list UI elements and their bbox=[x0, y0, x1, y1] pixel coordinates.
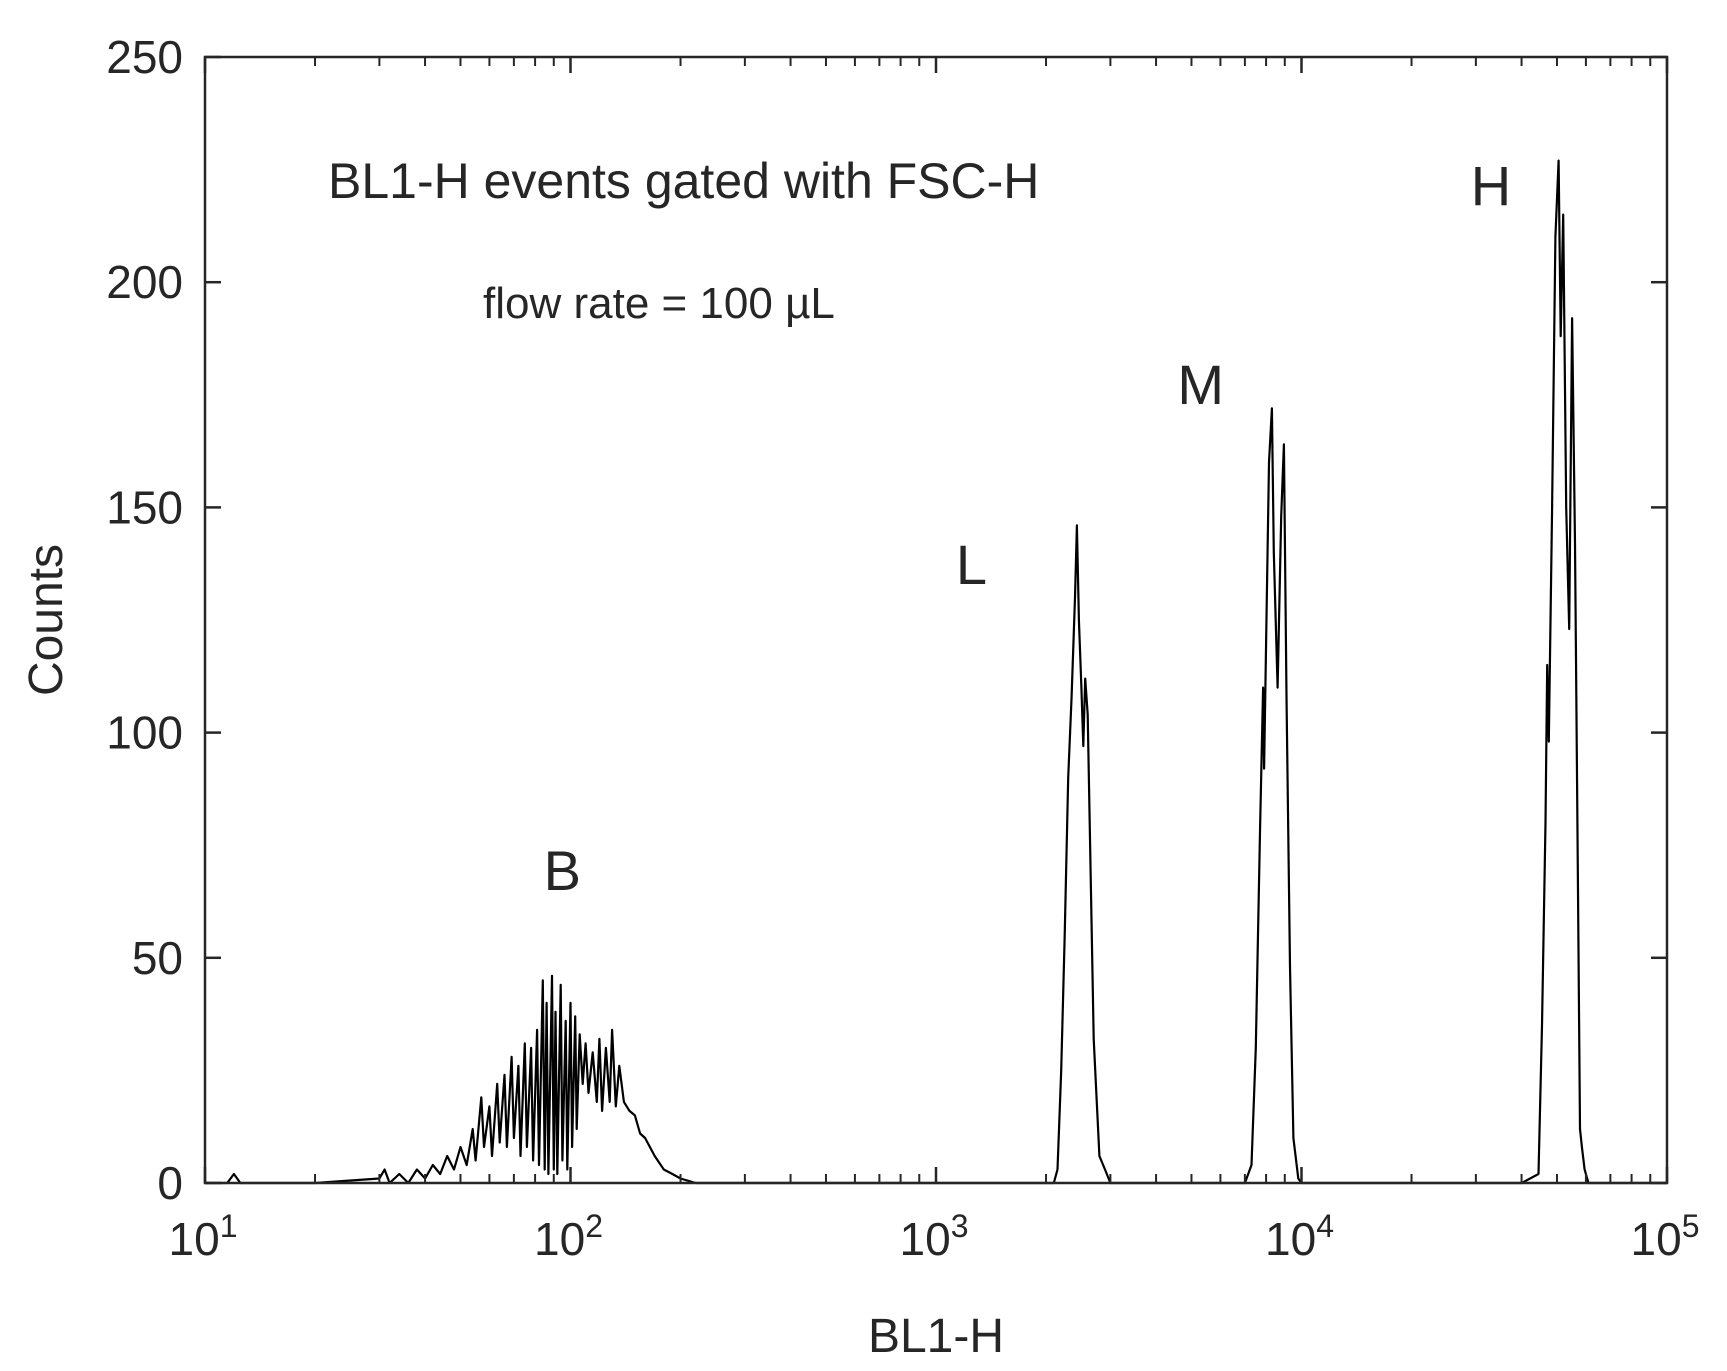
annotation-title: BL1-H events gated with FSC-H bbox=[328, 153, 1039, 209]
y-tick-label: 0 bbox=[157, 1157, 183, 1209]
peak-labels: B L M H bbox=[544, 155, 1512, 903]
y-axis-ticks: 0 50 100 150 200 250 bbox=[106, 31, 1667, 1209]
annotation-flow-rate: flow rate = 100 µL bbox=[483, 279, 835, 328]
y-tick-label: 200 bbox=[106, 256, 183, 308]
peak-label-M: M bbox=[1177, 353, 1224, 416]
y-axis-label: Counts bbox=[20, 544, 73, 696]
plot-area bbox=[205, 57, 1667, 1183]
x-tick-label: 104 bbox=[1265, 1208, 1334, 1265]
x-tick-label: 103 bbox=[900, 1208, 969, 1265]
y-tick-label: 100 bbox=[106, 707, 183, 759]
peak-label-H: H bbox=[1471, 155, 1511, 218]
series-line-0 bbox=[205, 159, 1667, 1185]
x-tick-label: 102 bbox=[534, 1208, 603, 1265]
series-group bbox=[205, 159, 1667, 1185]
y-tick-label: 50 bbox=[132, 932, 183, 984]
x-axis-label: BL1-H bbox=[868, 1310, 1004, 1363]
plot-frame bbox=[203, 55, 1669, 1185]
x-tick-label: 105 bbox=[1631, 1208, 1700, 1265]
peak-label-B: B bbox=[544, 839, 581, 902]
y-tick-label: 250 bbox=[106, 31, 183, 83]
peak-label-L: L bbox=[956, 533, 987, 596]
x-tick-label: 101 bbox=[169, 1208, 238, 1265]
y-tick-label: 150 bbox=[106, 481, 183, 533]
